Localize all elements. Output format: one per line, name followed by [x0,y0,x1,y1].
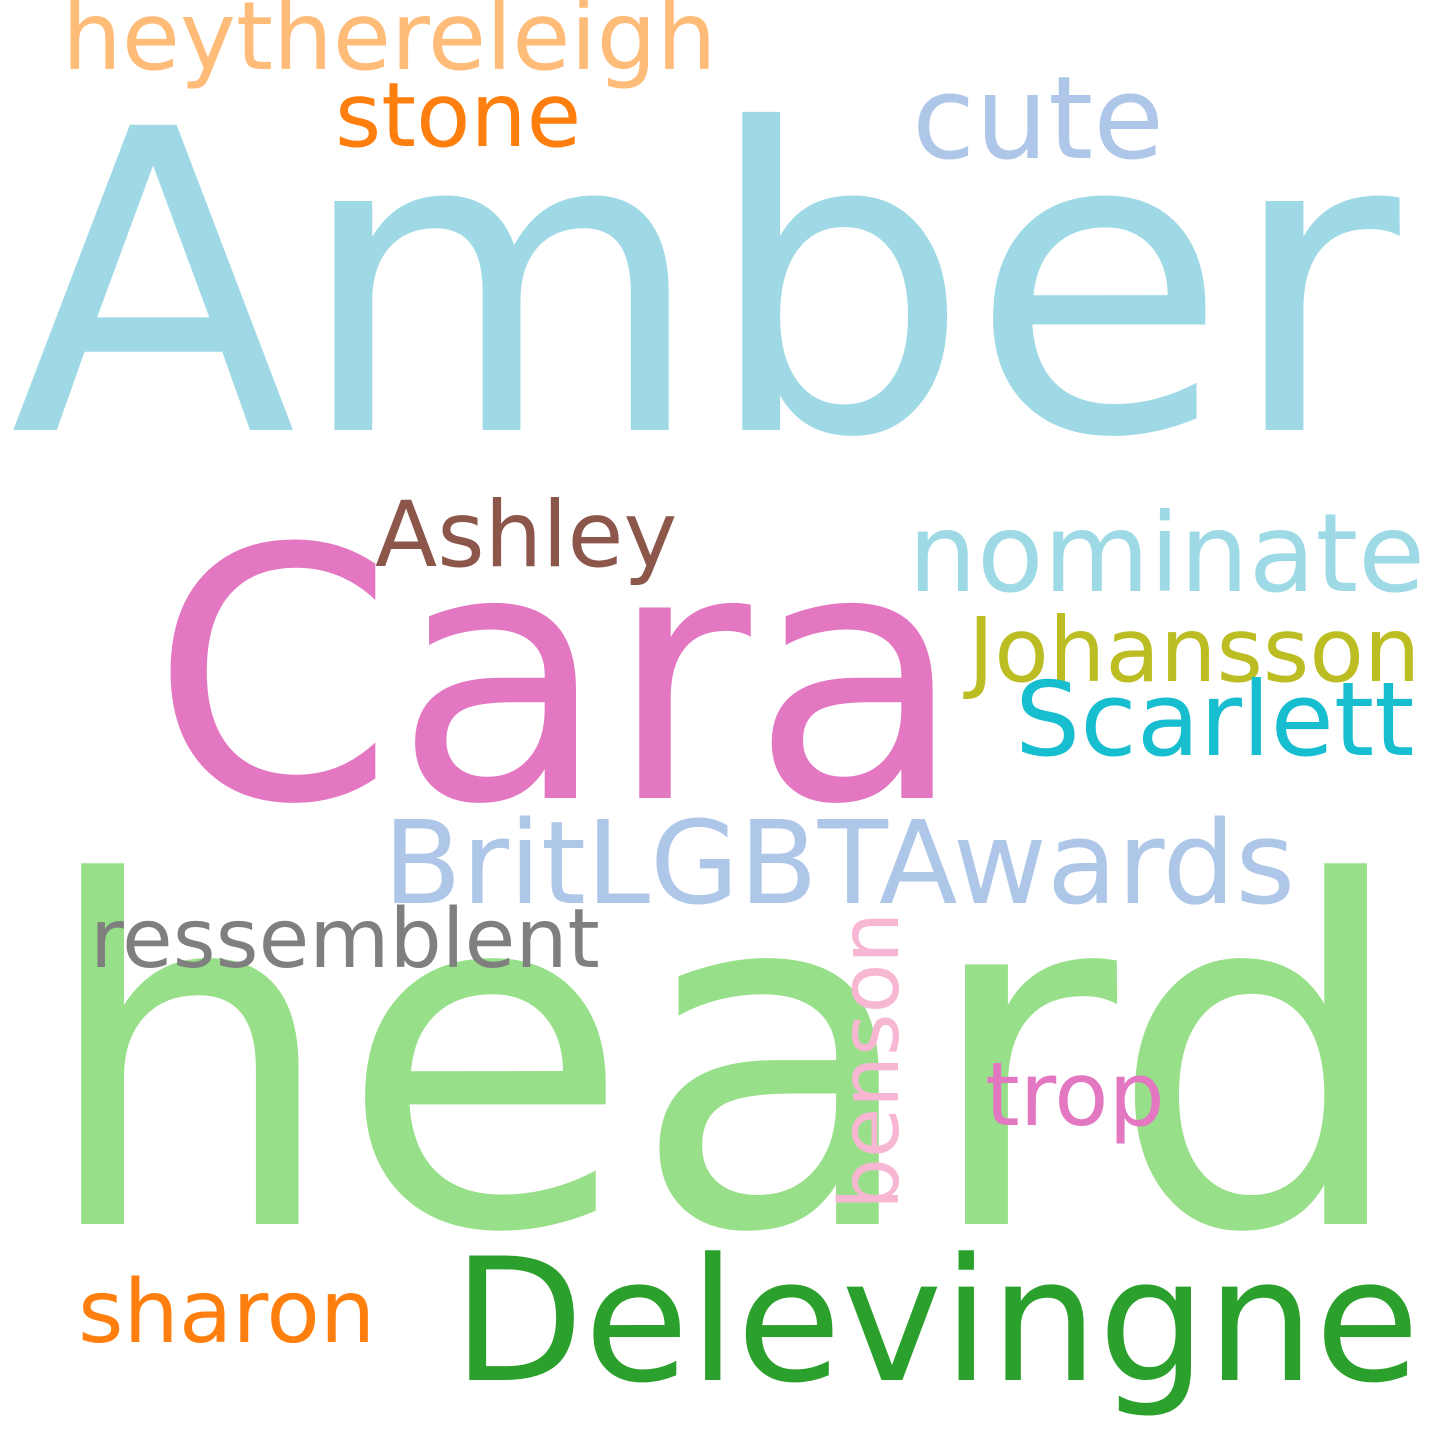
word-amber: Amber [10,40,1400,529]
word-ressemblent: ressemblent [90,892,600,987]
word-cara: Cara [151,475,965,881]
word-scarlett: Scarlett [1015,660,1415,780]
word-nominate: nominate [908,489,1426,617]
word-cute: cute [912,51,1165,186]
word-britlgbtawards: BritLGBTAwards [383,796,1296,931]
word-stone: stone [335,64,582,167]
word-benson: benson [823,911,919,1210]
word-ashley: Ashley [375,483,678,588]
word-heythereleigh: heythereleigh [62,0,717,92]
word-sharon: sharon [78,1260,376,1363]
word-trop: trop [985,1042,1165,1146]
word-delevingne: Delevingne [452,1223,1420,1421]
word-johansson: Johansson [968,598,1421,703]
word-heard: heard [38,782,1411,1336]
